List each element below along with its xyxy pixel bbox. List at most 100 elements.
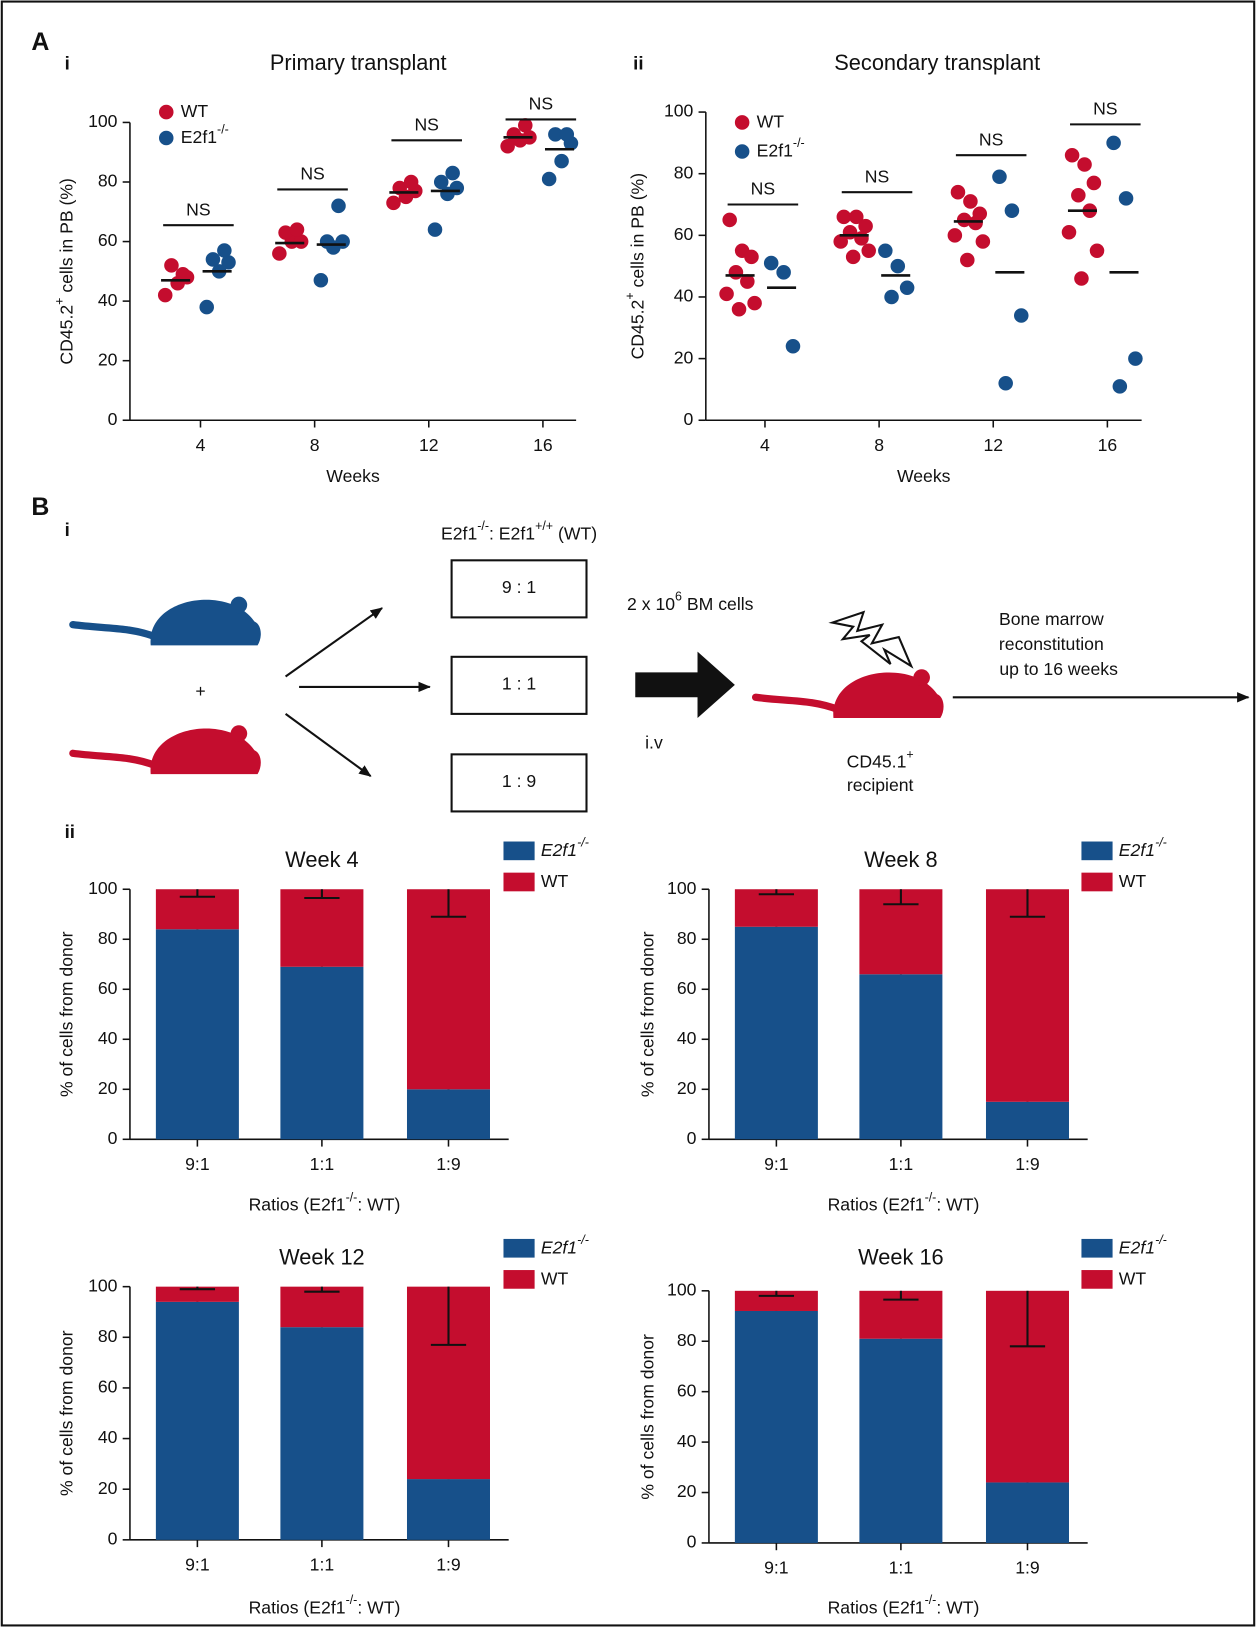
x-tick-label: 1:1	[310, 1554, 335, 1574]
x-tick-label: 9:1	[764, 1154, 789, 1174]
dose-label-part: 6	[675, 590, 682, 604]
y-tick-label: 40	[674, 286, 694, 306]
data-point	[293, 234, 309, 249]
legend-text: E2f1-/-	[181, 123, 229, 147]
data-point	[950, 184, 966, 200]
x-axis-label-part: : WT)	[357, 1597, 400, 1617]
y-tick-label: 60	[98, 1377, 118, 1397]
bar-segment	[280, 1286, 364, 1328]
legend-text: WT	[1119, 871, 1147, 891]
data-point	[719, 286, 734, 302]
legend-text: E2f1-/-	[1119, 836, 1167, 860]
y-tick-label: 100	[88, 111, 118, 131]
plus-sign: +	[195, 681, 205, 701]
route-label: i.v	[645, 733, 663, 753]
data-point	[221, 255, 236, 270]
y-tick-label: 60	[677, 978, 697, 998]
ratio-header-part: +/+	[535, 519, 553, 533]
ratio-header-part: E2f1	[441, 523, 477, 543]
x-tick-label: 1:9	[1015, 1558, 1040, 1578]
significance-label: NS	[751, 179, 775, 199]
data-point	[433, 174, 449, 190]
chart-title: Week 12	[279, 1244, 365, 1269]
data-point	[975, 234, 991, 249]
data-point	[1077, 157, 1092, 172]
y-tick-label: 100	[88, 878, 118, 898]
legend-text-part: -/-	[577, 1233, 589, 1247]
data-point	[947, 228, 963, 243]
legend-swatch	[503, 872, 535, 892]
data-point	[1064, 147, 1080, 163]
y-axis-label: % of cells from donor	[56, 1330, 76, 1496]
legend-marker	[158, 104, 174, 120]
y-tick-label: 80	[677, 1330, 697, 1350]
bar-segment	[859, 1338, 943, 1543]
bar-segment	[155, 1301, 239, 1540]
y-tick-label: 60	[674, 224, 694, 244]
reconstitution-label: Bone marrow	[999, 609, 1104, 629]
x-axis-label-part: -/-	[925, 1593, 937, 1607]
bar-segment	[859, 974, 943, 1140]
reconstitution-label: reconstitution	[999, 634, 1104, 654]
x-axis-label-part: -/-	[925, 1191, 937, 1205]
y-tick-label: 0	[108, 1128, 118, 1148]
y-tick-label: 100	[667, 1279, 697, 1299]
data-point	[386, 195, 401, 211]
y-axis-label: % of cells from donor	[637, 931, 657, 1097]
data-point	[548, 127, 563, 142]
y-tick-label: 20	[677, 1481, 697, 1501]
legend-text-part: WT	[541, 871, 569, 891]
legend-text-part: -/-	[577, 836, 589, 850]
y-tick-label: 60	[677, 1380, 697, 1400]
x-axis-label-part: : WT)	[936, 1597, 979, 1617]
x-tick-label: 1:9	[436, 1554, 461, 1574]
data-point	[1128, 351, 1143, 366]
legend-text: WT	[541, 1268, 569, 1288]
data-point	[776, 265, 791, 280]
x-tick-label: 8	[874, 435, 884, 455]
data-point	[1089, 243, 1105, 259]
data-point	[728, 265, 744, 280]
y-tick-label: 20	[674, 347, 694, 367]
ratio-header-part: : E2f1	[489, 523, 535, 543]
data-point	[1013, 308, 1029, 323]
data-point	[1004, 203, 1020, 218]
data-point	[319, 234, 335, 249]
injection-arrow	[635, 651, 735, 719]
x-axis-label-part: Ratios (E2f1	[249, 1597, 346, 1617]
legend-swatch	[503, 841, 535, 861]
data-point	[1106, 135, 1121, 151]
legend-text-part: WT	[1119, 871, 1147, 891]
y-tick-label: 40	[677, 1028, 697, 1048]
data-point	[785, 339, 801, 354]
x-tick-label: 16	[533, 435, 553, 455]
y-tick-label: 0	[108, 1528, 118, 1548]
legend-marker	[158, 130, 174, 146]
data-point	[541, 171, 557, 187]
y-tick-label: 60	[98, 230, 118, 250]
data-point	[849, 209, 864, 225]
bar-segment	[985, 889, 1069, 1102]
y-tick-label: 100	[667, 878, 697, 898]
data-point	[963, 194, 978, 209]
legend-text-part: -/-	[793, 137, 805, 151]
x-tick-label: 9:1	[185, 1154, 210, 1174]
dose-label-part: BM cells	[682, 594, 754, 614]
dose-label: 2 x 106 BM cells	[627, 590, 754, 614]
x-tick-label: 1:1	[310, 1154, 335, 1174]
legend-text: WT	[757, 111, 785, 131]
ratio-box	[450, 753, 588, 813]
significance-label: NS	[414, 114, 438, 134]
data-point	[763, 255, 779, 271]
chart-title: Secondary transplant	[834, 50, 1040, 75]
subpanel-label: i	[65, 519, 70, 540]
y-axis-label-part: +	[53, 298, 67, 305]
irradiation-icon	[828, 610, 914, 669]
x-tick-label: 9:1	[764, 1558, 789, 1578]
ratio-label: 1 : 9	[502, 771, 536, 791]
bar-segment	[985, 1101, 1069, 1140]
x-axis-label-part: -/-	[346, 1593, 358, 1607]
chart-title: Week 16	[858, 1244, 944, 1269]
ratio-header-part: -/-	[477, 519, 489, 533]
